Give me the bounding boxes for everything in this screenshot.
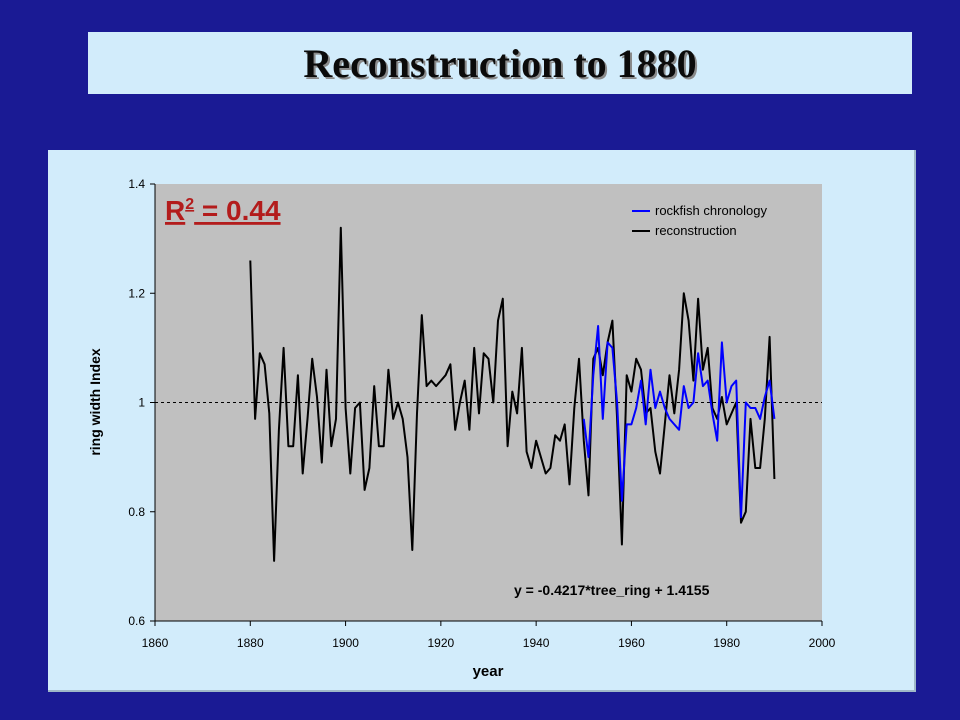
x-tick-label: 1960 bbox=[618, 636, 645, 650]
x-tick-label: 1940 bbox=[523, 636, 550, 650]
x-tick-label: 1880 bbox=[237, 636, 264, 650]
x-tick-label: 1860 bbox=[142, 636, 169, 650]
series-line-reconstruction bbox=[249, 226, 776, 562]
x-tick-label: 1920 bbox=[428, 636, 455, 650]
y-tick-label: 1.4 bbox=[128, 177, 145, 191]
slide-title: Reconstruction to 1880 bbox=[303, 40, 697, 86]
y-tick-label: 0.6 bbox=[128, 614, 145, 628]
regression-equation: y = -0.4217*tree_ring + 1.4155 bbox=[514, 582, 710, 598]
series-line-rockfish-chronology bbox=[582, 325, 776, 519]
r2-label: R2 = 0.44 bbox=[165, 195, 281, 226]
x-axis-label: year bbox=[473, 663, 504, 680]
title-banner: Reconstruction to 1880 bbox=[88, 32, 912, 94]
legend-label-reconstruction: reconstruction bbox=[655, 223, 737, 238]
x-tick-label: 2000 bbox=[809, 636, 836, 650]
y-tick-label: 0.8 bbox=[128, 505, 145, 519]
line-chart: 1860 1880 1900 1920 1940 1960 1980 2000 0.6 0.8 1 1… bbox=[87, 177, 836, 680]
y-axis-label: ring width Index bbox=[87, 348, 103, 456]
x-tick-label: 1900 bbox=[332, 636, 359, 650]
y-tick-label: 1.2 bbox=[128, 286, 145, 300]
r2-value: = 0.44 bbox=[194, 195, 281, 226]
legend-label-rockfish-chronology: rockfish chronology bbox=[655, 203, 767, 218]
y-tick-label: 1 bbox=[138, 396, 145, 410]
x-tick-label: 1980 bbox=[713, 636, 740, 650]
chart-panel: 1860 1880 1900 1920 1940 1960 1980 2000 0.6 0.8 1 1… bbox=[48, 150, 916, 692]
r2-superscript: 2 bbox=[185, 196, 194, 213]
r2-letter: R bbox=[165, 195, 185, 226]
